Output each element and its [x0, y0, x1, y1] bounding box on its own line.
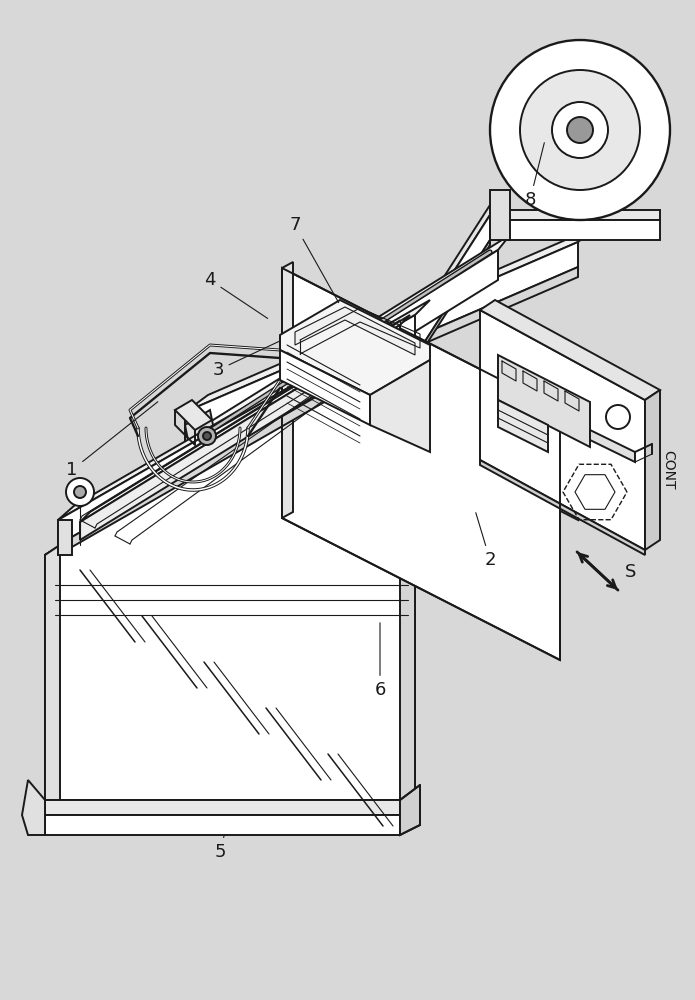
Polygon shape: [192, 250, 498, 470]
Polygon shape: [400, 342, 415, 800]
Polygon shape: [480, 460, 645, 555]
Polygon shape: [45, 545, 60, 800]
Polygon shape: [45, 800, 400, 815]
Text: 2: 2: [476, 513, 496, 569]
Polygon shape: [192, 235, 510, 442]
Circle shape: [490, 40, 670, 220]
Text: 7: 7: [289, 216, 338, 303]
Polygon shape: [490, 190, 510, 240]
Circle shape: [198, 427, 216, 445]
Polygon shape: [58, 520, 72, 555]
Polygon shape: [45, 815, 400, 835]
Polygon shape: [282, 268, 560, 660]
Polygon shape: [45, 342, 415, 555]
Polygon shape: [58, 300, 430, 520]
Polygon shape: [498, 355, 590, 447]
Text: CONT: CONT: [661, 450, 675, 490]
Circle shape: [203, 432, 211, 440]
Text: 1: 1: [66, 402, 158, 479]
Polygon shape: [282, 262, 293, 518]
Text: 8: 8: [524, 143, 544, 209]
Polygon shape: [498, 400, 548, 452]
Polygon shape: [480, 310, 645, 550]
Polygon shape: [590, 430, 635, 462]
Circle shape: [606, 405, 630, 429]
Circle shape: [74, 486, 86, 498]
Polygon shape: [45, 352, 415, 800]
Text: 6: 6: [375, 623, 386, 699]
Text: 4: 4: [204, 271, 268, 318]
Polygon shape: [480, 300, 660, 400]
Polygon shape: [490, 220, 660, 240]
Circle shape: [520, 70, 640, 190]
Polygon shape: [185, 242, 578, 437]
Polygon shape: [370, 360, 430, 452]
Polygon shape: [280, 335, 370, 425]
Polygon shape: [400, 785, 420, 835]
Polygon shape: [185, 267, 578, 447]
Polygon shape: [58, 315, 415, 545]
Polygon shape: [185, 225, 600, 412]
Polygon shape: [480, 460, 578, 520]
Text: 3: 3: [212, 341, 279, 379]
Circle shape: [66, 478, 94, 506]
Polygon shape: [365, 215, 490, 435]
Polygon shape: [80, 315, 410, 522]
Circle shape: [567, 117, 593, 143]
Text: 5: 5: [214, 835, 226, 861]
Polygon shape: [175, 400, 212, 430]
Circle shape: [552, 102, 608, 158]
Polygon shape: [365, 240, 490, 440]
Polygon shape: [22, 780, 45, 835]
Polygon shape: [490, 210, 660, 220]
Polygon shape: [58, 340, 415, 555]
Polygon shape: [280, 300, 430, 395]
Polygon shape: [80, 325, 400, 540]
Text: S: S: [625, 563, 637, 581]
Polygon shape: [365, 205, 490, 410]
Polygon shape: [185, 410, 215, 450]
Polygon shape: [645, 390, 660, 550]
Polygon shape: [295, 307, 415, 355]
